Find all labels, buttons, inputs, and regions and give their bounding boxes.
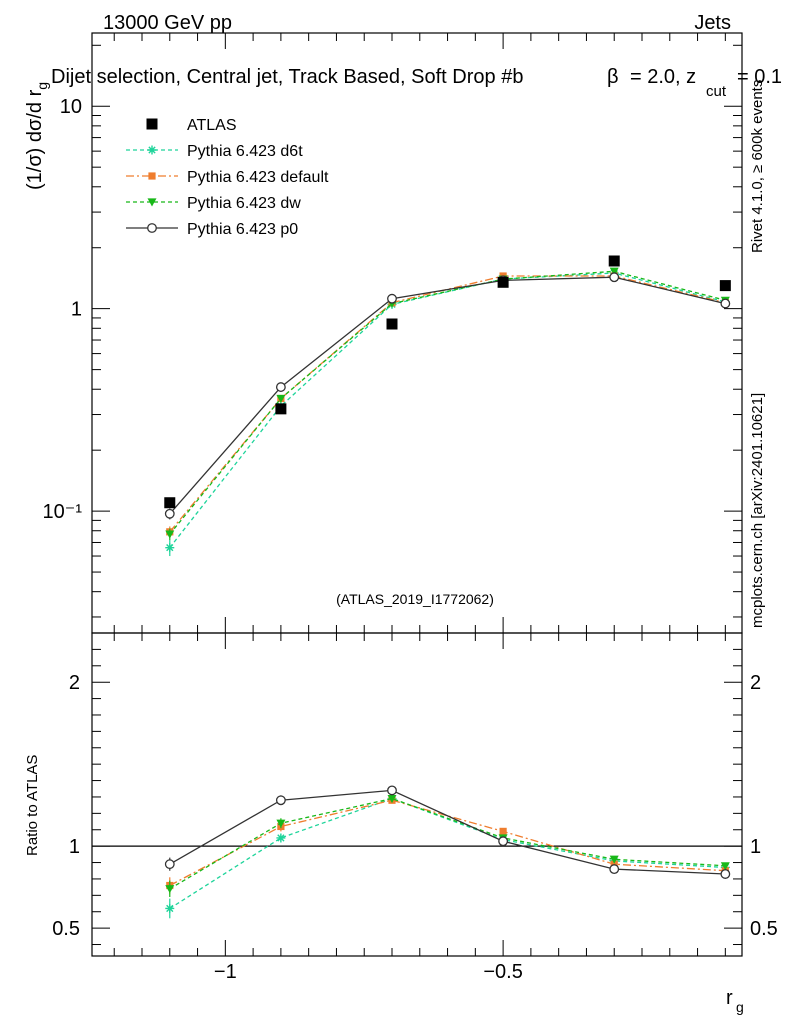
ratio-point-p0 (275, 795, 286, 806)
mcplots-label: mcplots.cern.ch [arXiv:2401.10621] (749, 393, 766, 628)
main-line-d6t (169, 272, 726, 549)
ratio-line-dw (169, 797, 726, 890)
legend-marker-default (148, 172, 156, 180)
main-point-atlas (164, 497, 176, 509)
ratio-point-dw (720, 862, 730, 871)
ratio-line-default (169, 799, 726, 887)
legend-label-atlas: ATLAS (187, 117, 237, 134)
ratio-point-p0 (164, 859, 175, 870)
main-point-atlas (275, 403, 287, 415)
energy-label: 13000 GeV pp (103, 12, 232, 34)
main-point-p0 (275, 382, 286, 392)
legend-marker-atlas (146, 118, 158, 130)
ratio-plot-layer: −1 −0.5 0.5 0.5 1 1 2 2 (52, 633, 778, 983)
main-point-atlas (719, 280, 731, 292)
legend-label-p0: Pythia 6.423 p0 (187, 221, 298, 238)
main-line-dw (169, 270, 726, 535)
main-line-p0 (169, 276, 726, 515)
ratio-y-tick-label-right: 1 (750, 836, 761, 858)
ratio-y-tick-label-right: 2 (750, 672, 761, 694)
ratio-point-dw (609, 855, 619, 864)
x-tick-label: −0.5 (483, 961, 522, 983)
legend-marker-p0 (147, 223, 157, 233)
main-point-atlas (608, 255, 620, 267)
legend-label-default: Pythia 6.423 default (187, 169, 329, 186)
main-point-dw (609, 267, 619, 276)
legend: ATLAS Pythia 6.423 d6t Pythia 6.423 defaul… (126, 117, 329, 238)
main-point-p0 (609, 272, 620, 283)
main-point-d6t (165, 543, 175, 553)
main-point-dw (165, 530, 175, 539)
main-point-p0 (164, 508, 175, 519)
plot-title-selection: Dijet selection, Central jet, Track Base… (51, 66, 523, 88)
main-y-tick-label: 10⁻¹ (43, 501, 83, 523)
legend-marker-dw (147, 198, 157, 207)
ratio-point-p0 (387, 785, 397, 796)
main-plot-layer: 10⁻¹ 1 10 (43, 33, 742, 633)
ratio-y-axis-label: Ratio to ATLAS (24, 755, 41, 856)
ratio-y-tick-label: 2 (69, 672, 80, 694)
ratio-point-dw (276, 819, 286, 828)
ratio-point-d6t (165, 903, 175, 913)
ratio-y-tick-label: 1 (69, 836, 80, 858)
legend-label-d6t: Pythia 6.423 d6t (187, 143, 303, 160)
main-y-axis-label-sub: g (34, 82, 50, 90)
main-y-axis-label: (1/σ) dσ/d rg (24, 82, 50, 190)
main-point-p0 (387, 293, 397, 304)
ratio-point-d6t (276, 833, 286, 843)
plot-title-zcut-value: = 0.1 (737, 66, 782, 88)
main-line-default (169, 275, 726, 533)
main-point-dw (276, 394, 286, 403)
x-tick-label: −1 (214, 961, 237, 983)
plot-title-zcut-sub: cut (706, 83, 727, 100)
plot-title-beta-value: = 2.0, z (630, 66, 696, 88)
main-y-tick-label: 1 (71, 299, 82, 321)
ratio-point-dw (165, 885, 175, 894)
ratio-y-tick-label: 0.5 (52, 918, 80, 940)
main-point-atlas (386, 318, 398, 330)
ratio-point-p0 (498, 836, 509, 847)
main-y-axis-label-text: (1/σ) dσ/d r (24, 89, 46, 190)
ratio-y-tick-label-right: 0.5 (750, 918, 778, 940)
plot-title: Dijet selection, Central jet, Track Base… (51, 66, 523, 88)
main-point-p0 (720, 298, 731, 309)
analysis-watermark: (ATLAS_2019_I1772062) (336, 591, 494, 607)
legend-label-dw: Pythia 6.423 dw (187, 195, 301, 212)
ratio-point-p0 (609, 864, 620, 875)
x-axis-label-sub: g (736, 999, 744, 1015)
ratio-plot-frame (91, 632, 743, 957)
ratio-line-d6t (169, 797, 726, 910)
rivet-label: Rivet 4.1.0, ≥ 600k events (749, 80, 766, 253)
x-axis-label: r (726, 987, 733, 1009)
main-y-tick-label: 10 (60, 96, 82, 118)
process-label: Jets (694, 12, 731, 34)
legend-marker-d6t (147, 145, 157, 155)
ratio-point-p0 (720, 869, 731, 879)
main-point-atlas (497, 276, 509, 288)
ratio-point-default (499, 827, 507, 835)
ratio-point-dw (387, 794, 397, 804)
plot-title-beta-symbol: β (607, 66, 619, 88)
ratio-line-p0 (169, 789, 726, 875)
